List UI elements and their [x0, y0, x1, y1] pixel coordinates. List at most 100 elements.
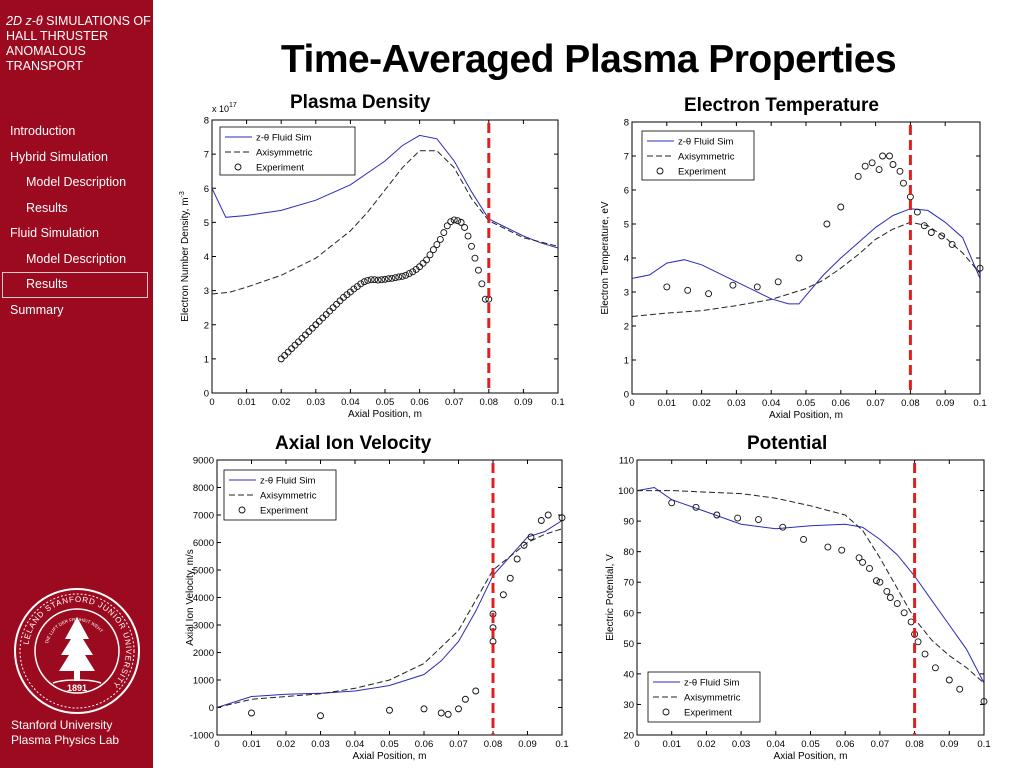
experiment-point [437, 709, 445, 717]
x-tick-label: 0.08 [484, 739, 503, 750]
experiment-point [248, 709, 255, 717]
experiment-point [468, 242, 475, 250]
stanford-seal-logo: LELAND STANFORD JUNIOR UNIVERSITY DIE LU… [14, 588, 140, 714]
experiment-point [472, 687, 480, 695]
y-tick-label: 4 [204, 252, 209, 263]
y-tick-label: 1 [624, 356, 629, 367]
experiment-point [914, 638, 922, 646]
x-tick-label: 0.07 [866, 398, 885, 409]
experiment-point [454, 217, 462, 225]
y-tick-label: 2 [624, 322, 629, 333]
chart-axial-ion-velocity: 0 0.01 0.02 0.03 0.04 0.05 0.06 0.07 0.08 0.09 0.1… [185, 456, 569, 763]
experiment-point [409, 268, 417, 276]
x-tick-label: 0.05 [376, 397, 395, 408]
experiment-point [544, 511, 552, 519]
x-tick-label: 0.09 [936, 398, 955, 409]
nav-item[interactable]: Model Description [26, 175, 127, 189]
y-tick-label: 5 [204, 218, 209, 229]
svg-text:1891: 1891 [67, 683, 87, 693]
experiment-point [854, 172, 862, 180]
x-tick-label: 0.1 [555, 739, 568, 750]
slide-title: Time-Averaged Plasma Properties [280, 38, 897, 81]
experiment-point [447, 218, 455, 226]
experiment-point [520, 541, 528, 549]
y-tick-label: 8000 [193, 483, 214, 494]
x-tick-label: 0.03 [727, 398, 746, 409]
x-tick-label: 0 [629, 398, 634, 409]
chart-plasma-density: 0 0.01 0.02 0.03 0.04 0.05 0.06 0.07 0.08 0.09 0.1… [179, 102, 565, 420]
nav-item[interactable]: Model Description [26, 251, 127, 266]
legend-label: Experiment [260, 506, 308, 517]
nav-item[interactable]: Results [2, 272, 148, 298]
deck-title: 2D z-θ SIMULATIONS OF HALL THRUSTER ANOM… [6, 14, 151, 74]
experiment-point [875, 166, 883, 174]
x-tick-label: 0.04 [767, 739, 786, 750]
x-tick-label: 0.1 [977, 739, 990, 750]
y-tick-label: 0 [209, 703, 214, 714]
sidebar: 2D z-θ SIMULATIONS OF HALL THRUSTER ANOM… [0, 0, 153, 768]
y-tick-label: 6 [204, 184, 209, 195]
y-tick-label: 100 [618, 486, 634, 497]
y-axis-label: Electron Number Density, m-3 [179, 191, 191, 322]
y-tick-label: 3 [204, 286, 209, 297]
fluid-sim-line [637, 486, 984, 684]
experiment-point [395, 273, 403, 281]
x-tick-label: 0.06 [415, 739, 434, 750]
legend-label: z-θ Fluid Sim [678, 137, 734, 148]
x-tick-label: 0.08 [905, 739, 924, 750]
experiment-point [357, 280, 365, 288]
experiment-point [795, 254, 803, 262]
experiment-point [444, 710, 452, 718]
nav-item[interactable]: Introduction [10, 124, 76, 138]
chart-title-density: Plasma Density [290, 92, 431, 113]
y-tick-label: 40 [623, 669, 634, 680]
legend-label: Axisymmetric [260, 491, 317, 502]
x-tick-label: 0.1 [973, 398, 986, 409]
experiment-point [391, 274, 399, 282]
x-tick-label: 0 [209, 397, 214, 408]
experiment-point [684, 286, 692, 294]
y-tick-label: 5000 [193, 566, 214, 577]
x-tick-label: 0.07 [449, 739, 468, 750]
experiment-point [436, 235, 444, 243]
y-axis-label: Electron Temperature, eV [600, 201, 611, 315]
x-axis-label: Axial Position, m [774, 751, 848, 762]
nav-item[interactable]: Summary [10, 302, 64, 317]
x-tick-label: 0.02 [272, 397, 291, 408]
nav-item[interactable]: Hybrid Simulation [10, 149, 108, 164]
x-tick-label: 0.07 [871, 739, 890, 750]
deck-title-rest: SIMULATIONS OF HALL THRUSTER ANOMALOUS T… [6, 14, 151, 73]
x-tick-label: 0.03 [311, 739, 330, 750]
x-tick-label: 0.06 [836, 739, 855, 750]
x-tick-label: 0.05 [380, 739, 399, 750]
x-tick-label: 0 [214, 739, 219, 750]
experiment-point [429, 246, 437, 254]
x-tick-label: 0.02 [277, 739, 296, 750]
y-tick-label: 8 [204, 116, 209, 127]
experiment-point [663, 283, 671, 291]
y-tick-label: 5 [624, 220, 629, 231]
footer-university: Stanford University [11, 718, 113, 732]
x-axis-label: Axial Position, m [769, 410, 843, 421]
legend-marker [662, 708, 670, 716]
experiment-point [464, 232, 472, 240]
nav-item[interactable]: Fluid Simulation [10, 226, 99, 240]
legend-label: Axisymmetric [678, 152, 735, 163]
experiment-point [558, 514, 566, 522]
experiment-point [779, 523, 787, 531]
experiment-point [457, 218, 465, 226]
experiment-point [931, 664, 939, 672]
experiment-point [859, 558, 866, 566]
experiment-point [899, 179, 907, 187]
experiment-point [893, 600, 901, 608]
experiment-point [537, 517, 545, 524]
y-tick-label: 70 [623, 578, 634, 589]
footer-lab: Plasma Physics Lab [11, 733, 120, 747]
x-tick-label: 0.1 [551, 397, 564, 408]
experiment-point [385, 275, 392, 283]
nav-item[interactable]: Results [26, 200, 68, 215]
x-tick-label: 0.08 [901, 398, 920, 409]
experiment-point [948, 240, 956, 248]
y-tick-label: 7000 [193, 511, 214, 522]
legend-label: z-θ Fluid Sim [260, 476, 316, 487]
